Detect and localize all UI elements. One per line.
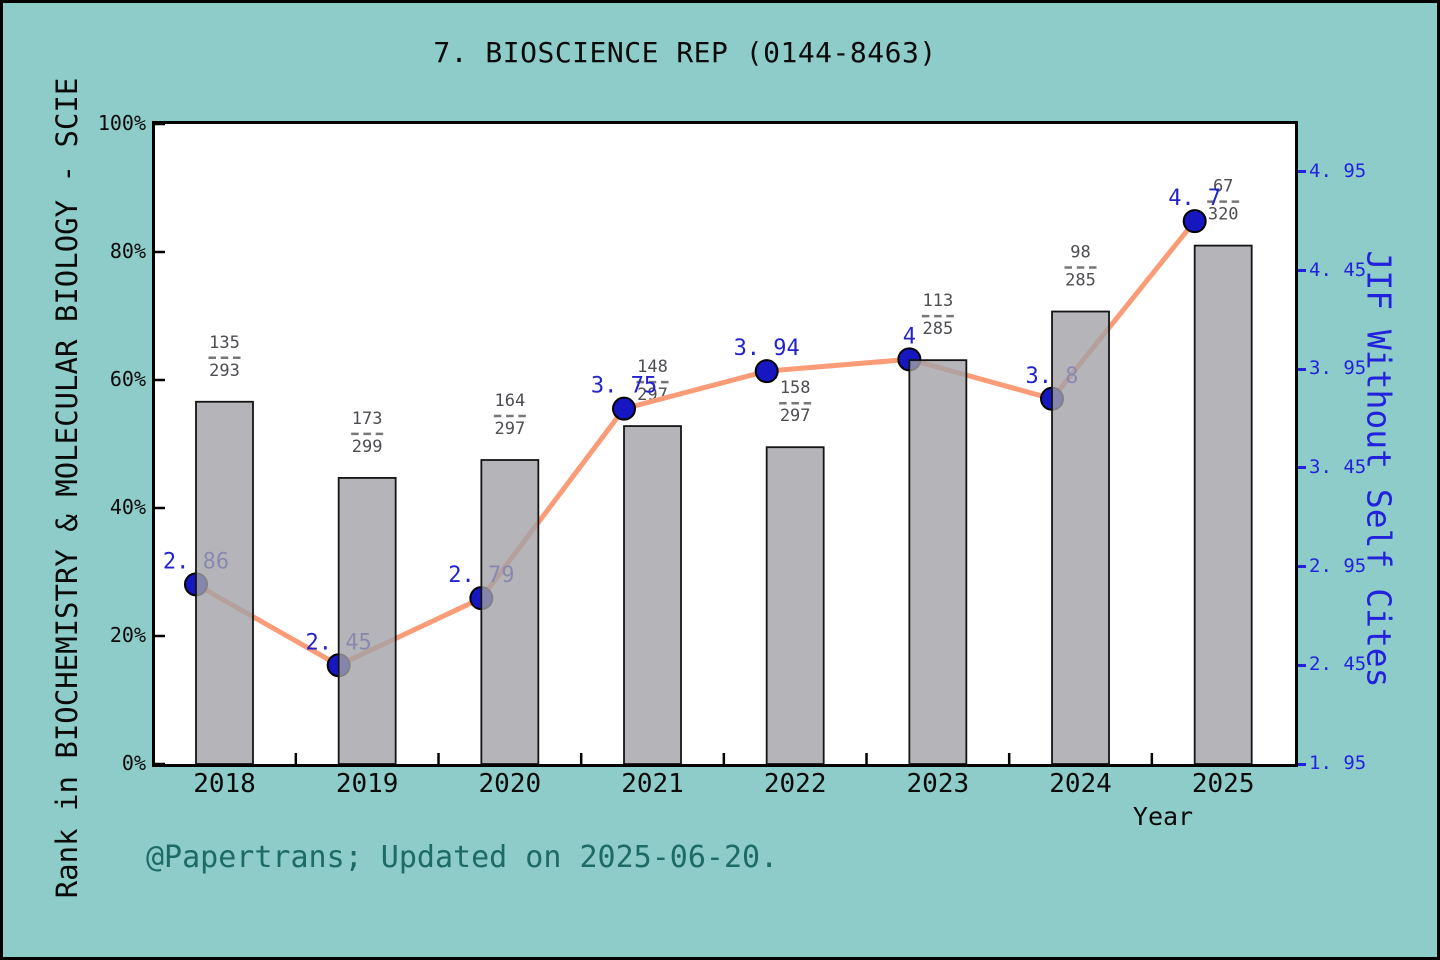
left-tick-label: 0% [121, 751, 146, 775]
jif-value-label: 4. 7 [1168, 186, 1221, 211]
jif-data-point [1182, 209, 1207, 234]
right-tick-label: 4. 95 [1309, 159, 1367, 182]
right-tick-label: 2. 95 [1309, 554, 1367, 577]
right-tick-mark [1298, 663, 1306, 667]
left-tick-label: 100% [97, 111, 146, 135]
right-tick-label: 3. 45 [1309, 455, 1367, 478]
rank-bar [908, 359, 968, 764]
bar-fraction-numerator: 158 [780, 378, 811, 398]
rank-bar [337, 477, 397, 764]
year-tick-label: 2019 [335, 769, 399, 799]
chart-title: 7. BIOSCIENCE REP (0144-8463) [433, 36, 937, 69]
rank-bar [765, 446, 825, 764]
bar-fraction-denominator: 293 [209, 361, 240, 381]
year-tick-label: 2020 [478, 769, 542, 799]
year-tick-label: 2018 [193, 769, 256, 799]
left-tick-label: 40% [109, 495, 146, 519]
attribution-note: @Papertrans; Updated on 2025-06-20. [146, 840, 779, 875]
rank-bar [623, 425, 682, 764]
right-tick-mark [1298, 269, 1306, 272]
left-tick-label: 20% [109, 623, 146, 647]
bar-fraction-numerator: 135 [209, 333, 240, 353]
right-tick-mark [1298, 565, 1306, 569]
bar-fraction-denominator: 299 [352, 437, 383, 457]
year-tick-label: 2025 [1191, 769, 1255, 799]
year-tick-label: 2024 [1049, 769, 1112, 799]
jif-data-point [754, 359, 779, 384]
right-tick-label: 2. 45 [1309, 653, 1367, 676]
jif-value-label: 3. 94 [734, 336, 800, 361]
inner-axis-ticks [155, 124, 1154, 764]
rank-bar [1193, 244, 1253, 764]
jif-value-label: 4 [903, 324, 916, 349]
plot-area: 135 293 173 299 164 297 148 297 158 297 113 285 98 28… [152, 121, 1298, 767]
rank-bar [195, 400, 254, 764]
bar-fraction-denominator: 285 [922, 319, 953, 339]
year-tick-label: 2022 [763, 769, 827, 799]
right-tick-label: 1. 95 [1309, 752, 1367, 774]
year-tick-label: 2021 [621, 769, 684, 799]
bar-fraction-numerator: 164 [494, 391, 525, 411]
right-tick-mark [1298, 466, 1306, 470]
rank-bars [195, 244, 1253, 764]
rank-bar [480, 459, 540, 764]
bar-fraction-numerator: 67 [1213, 177, 1233, 197]
bar-fraction-denominator: 297 [780, 406, 811, 426]
left-tick-label: 60% [109, 367, 146, 391]
right-tick-mark [1298, 762, 1306, 766]
right-tick-mark [1298, 170, 1306, 174]
bar-fraction-denominator: 320 [1208, 205, 1239, 225]
x-axis-title: Year [1132, 802, 1194, 831]
bar-fraction-numerator: 173 [352, 409, 383, 429]
bar-fraction-numerator: 148 [637, 357, 668, 377]
bar-fraction-denominator: 297 [494, 419, 525, 439]
bar-fraction-numerator: 98 [1070, 243, 1090, 263]
year-tick-label: 2023 [906, 769, 970, 799]
rank-bar [1051, 310, 1110, 764]
bar-fraction-numerator: 113 [922, 291, 953, 311]
right-tick-mark [1298, 367, 1306, 371]
right-tick-label: 4. 45 [1309, 258, 1367, 281]
left-tick-label: 80% [109, 239, 146, 263]
left-axis-title: Rank in BIOCHEMISTRY & MOLECULAR BIOLOGY… [50, 77, 84, 899]
jif-value-label: 3. 75 [591, 374, 657, 399]
jif-data-point [612, 396, 637, 421]
bar-fraction-denominator: 285 [1065, 271, 1096, 291]
right-tick-label: 3. 95 [1309, 357, 1367, 380]
